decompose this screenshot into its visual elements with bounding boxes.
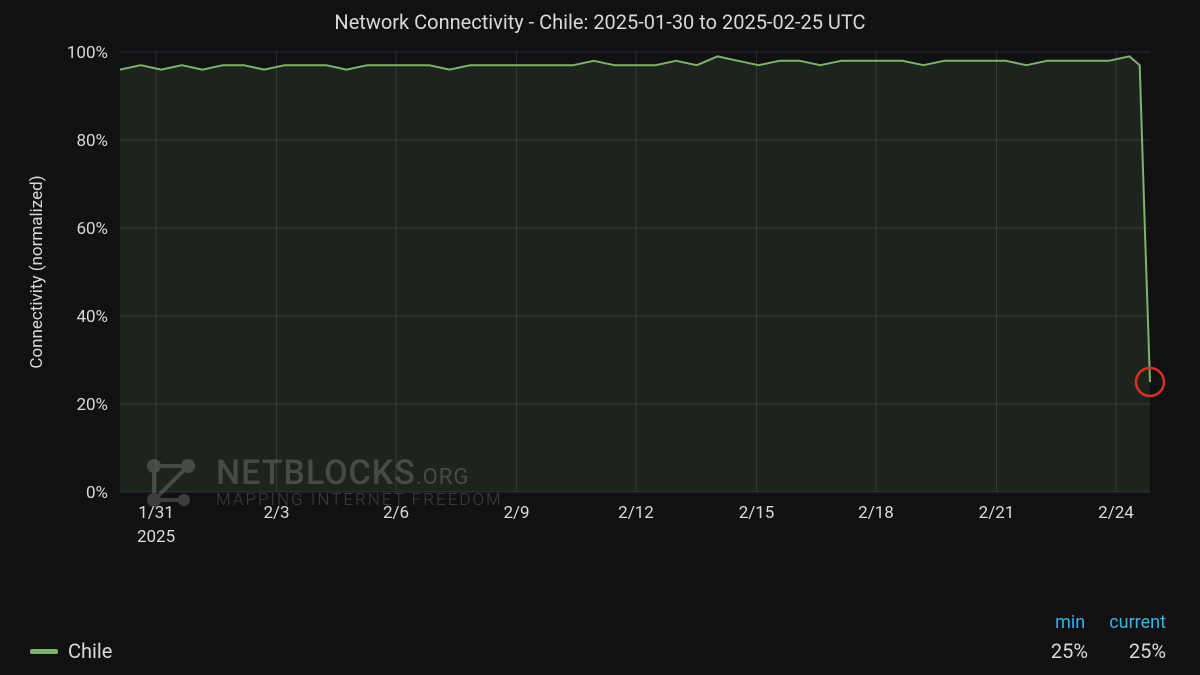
svg-text:2/24: 2/24 — [1098, 503, 1134, 523]
chart-panel: Network Connectivity - Chile: 2025-01-30… — [0, 0, 1200, 675]
svg-text:2/9: 2/9 — [503, 503, 529, 523]
svg-text:0%: 0% — [86, 483, 108, 503]
summary-head-current: current — [1109, 612, 1166, 633]
svg-text:2/3: 2/3 — [263, 503, 289, 523]
svg-text:2/6: 2/6 — [383, 503, 409, 523]
summary-label: Chile — [68, 639, 1020, 663]
summary-min-value: 25% — [1020, 639, 1088, 663]
svg-text:2/21: 2/21 — [979, 503, 1015, 523]
summary-current-value: 25% — [1098, 639, 1166, 663]
svg-text:2/15: 2/15 — [739, 503, 775, 523]
summary-row: Chile 25% 25% — [30, 637, 1170, 663]
svg-text:80%: 80% — [76, 131, 108, 151]
svg-text:1/31: 1/31 — [138, 503, 174, 523]
svg-text:2025: 2025 — [137, 527, 175, 547]
svg-text:40%: 40% — [76, 307, 108, 327]
summary-head-min: min — [1031, 612, 1085, 633]
legend-swatch — [30, 649, 58, 654]
svg-text:100%: 100% — [67, 43, 108, 63]
summary-header: min current — [30, 612, 1170, 633]
svg-text:Connectivity (normalized): Connectivity (normalized) — [27, 175, 47, 368]
chart-title: Network Connectivity - Chile: 2025-01-30… — [0, 0, 1200, 42]
svg-text:2/12: 2/12 — [618, 503, 654, 523]
chart-area: 0% 20% 40% 60% 80% 100% 1/31 2/3 2/6 2/9 2/12 2/15 2… — [0, 42, 1200, 612]
connectivity-chart: 0% 20% 40% 60% 80% 100% 1/31 2/3 2/6 2/9 2/12 2/15 2… — [20, 42, 1180, 562]
svg-text:20%: 20% — [76, 395, 108, 415]
svg-text:60%: 60% — [76, 219, 108, 239]
svg-text:2/18: 2/18 — [858, 503, 894, 523]
summary-bar: min current Chile 25% 25% — [0, 612, 1200, 675]
